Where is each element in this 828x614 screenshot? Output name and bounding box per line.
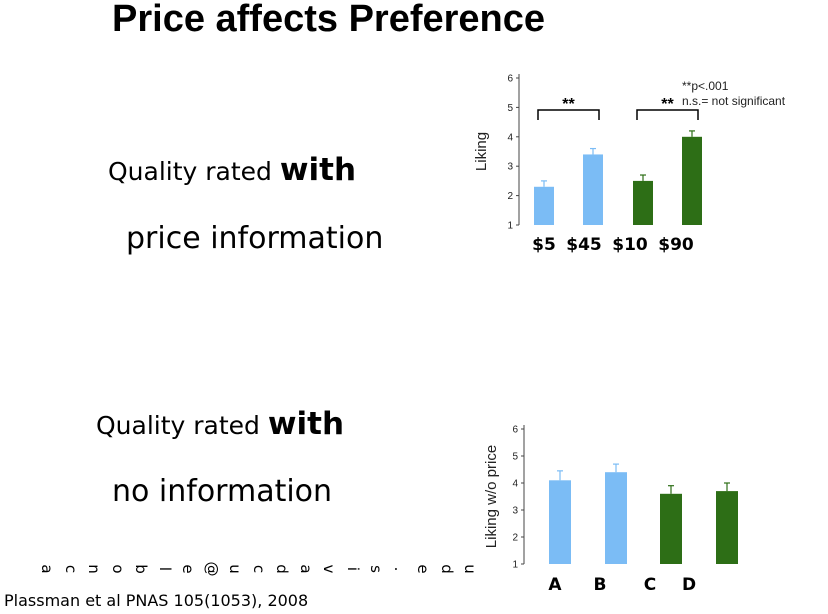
y-tick-label: 2 xyxy=(507,191,513,202)
block1-line1: Quality rated with xyxy=(108,152,356,188)
slide-title: Price affects Preference xyxy=(112,0,546,40)
category-label: A xyxy=(548,575,562,595)
category-label: $10 xyxy=(612,235,648,255)
block2-emph: with xyxy=(267,406,345,442)
significance-stars: ** xyxy=(562,96,575,113)
significance-note: n.s.= not significant xyxy=(682,94,786,108)
block2-line2: no information xyxy=(112,474,333,509)
category-label: B xyxy=(594,575,607,595)
y-tick-label: 3 xyxy=(512,506,518,517)
y-tick-label: 6 xyxy=(512,425,518,436)
bar xyxy=(660,493,682,564)
bar xyxy=(716,491,738,564)
bar xyxy=(633,180,653,225)
block1-line2: price information xyxy=(126,221,384,256)
bar xyxy=(605,472,627,564)
y-tick-label: 1 xyxy=(512,560,518,571)
y-axis-label: Liking xyxy=(473,132,490,171)
bar xyxy=(534,186,554,225)
block2-line1: Quality rated with xyxy=(96,406,344,442)
bar xyxy=(583,154,603,225)
y-tick-label: 2 xyxy=(512,533,518,544)
y-tick-label: 5 xyxy=(512,452,518,463)
y-axis-label: Liking w/o price xyxy=(483,445,500,548)
y-tick-label: 3 xyxy=(507,162,513,173)
significance-bracket xyxy=(636,109,699,120)
category-label: D xyxy=(682,575,696,595)
y-tick-label: 5 xyxy=(507,103,513,114)
category-label: C xyxy=(644,575,656,595)
block1-emph: with xyxy=(279,152,357,188)
y-tick-label: 6 xyxy=(507,74,513,85)
block2-pre: Quality rated xyxy=(96,411,268,440)
category-label: $90 xyxy=(658,235,694,255)
significance-note: **p<.001 xyxy=(682,79,729,93)
bar xyxy=(682,136,702,225)
category-label: $5 xyxy=(532,235,556,255)
block1-pre: Quality rated xyxy=(108,157,280,186)
y-tick-label: 1 xyxy=(507,221,513,232)
bar xyxy=(549,480,571,564)
significance-bracket xyxy=(537,109,600,120)
y-tick-label: 4 xyxy=(507,132,513,143)
y-tick-label: 4 xyxy=(512,479,518,490)
citation: Plassman et al PNAS 105(1053), 2008 xyxy=(4,591,309,610)
category-label: $45 xyxy=(566,235,602,255)
significance-stars: ** xyxy=(661,96,674,113)
